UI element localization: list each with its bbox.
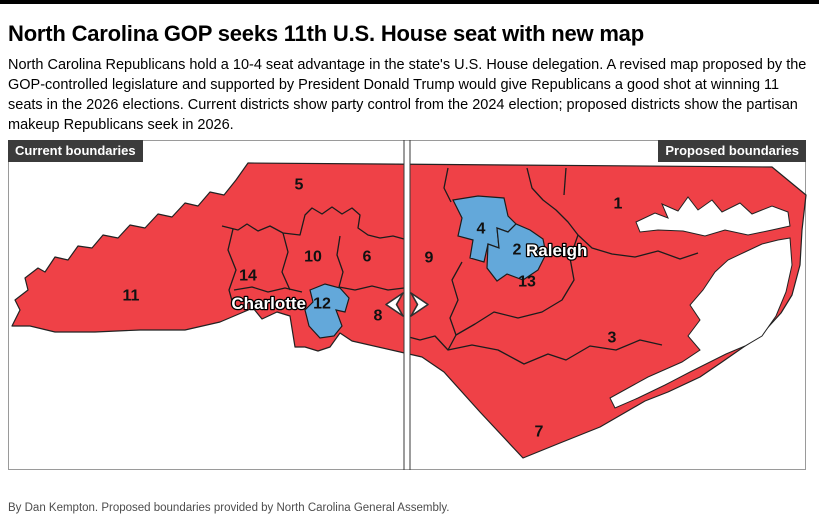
page-description: North Carolina Republicans hold a 10-4 s… <box>8 56 807 134</box>
nc-district-map: 5 10 6 14 11 12 8 9 4 2 13 1 3 7 Charlot… <box>8 140 807 470</box>
district-label-12: 12 <box>313 296 331 313</box>
district-2-shape <box>486 223 547 282</box>
district-label-9: 9 <box>425 250 434 267</box>
slider-arrow-left-icon[interactable] <box>385 292 404 317</box>
district-boundaries-current <box>221 206 405 309</box>
district-label-11: 11 <box>123 288 140 305</box>
district-label-10: 10 <box>304 249 322 266</box>
district-label-5: 5 <box>295 177 304 194</box>
district-label-8: 8 <box>374 308 383 325</box>
byline: By Dan Kempton. Proposed boundaries prov… <box>8 501 450 514</box>
proposed-boundaries-label: Proposed boundaries <box>658 140 806 162</box>
top-accent-bar <box>0 0 819 4</box>
slider-handle[interactable] <box>385 292 429 317</box>
page-title: North Carolina GOP seeks 11th U.S. House… <box>8 20 644 46</box>
district-label-7: 7 <box>535 424 544 441</box>
map-comparison: Current boundaries Proposed boundaries <box>0 140 819 470</box>
slider-divider[interactable] <box>403 140 411 470</box>
district-label-6: 6 <box>363 249 372 266</box>
district-label-2: 2 <box>513 242 522 259</box>
district-label-14: 14 <box>239 268 257 285</box>
pamlico-sound-water <box>609 237 793 409</box>
district-label-13: 13 <box>518 274 536 291</box>
charlotte-city-label: Charlotte <box>231 294 306 313</box>
district-label-3: 3 <box>608 330 617 347</box>
albemarle-sound-water <box>635 196 791 237</box>
raleigh-city-label: Raleigh <box>526 241 587 260</box>
district-label-4: 4 <box>477 221 486 238</box>
district-label-1: 1 <box>614 196 623 213</box>
current-boundaries-label: Current boundaries <box>8 140 143 162</box>
district-12-shape <box>304 283 350 339</box>
slider-arrow-right-icon[interactable] <box>410 292 429 317</box>
district-boundaries-proposed <box>404 167 699 365</box>
